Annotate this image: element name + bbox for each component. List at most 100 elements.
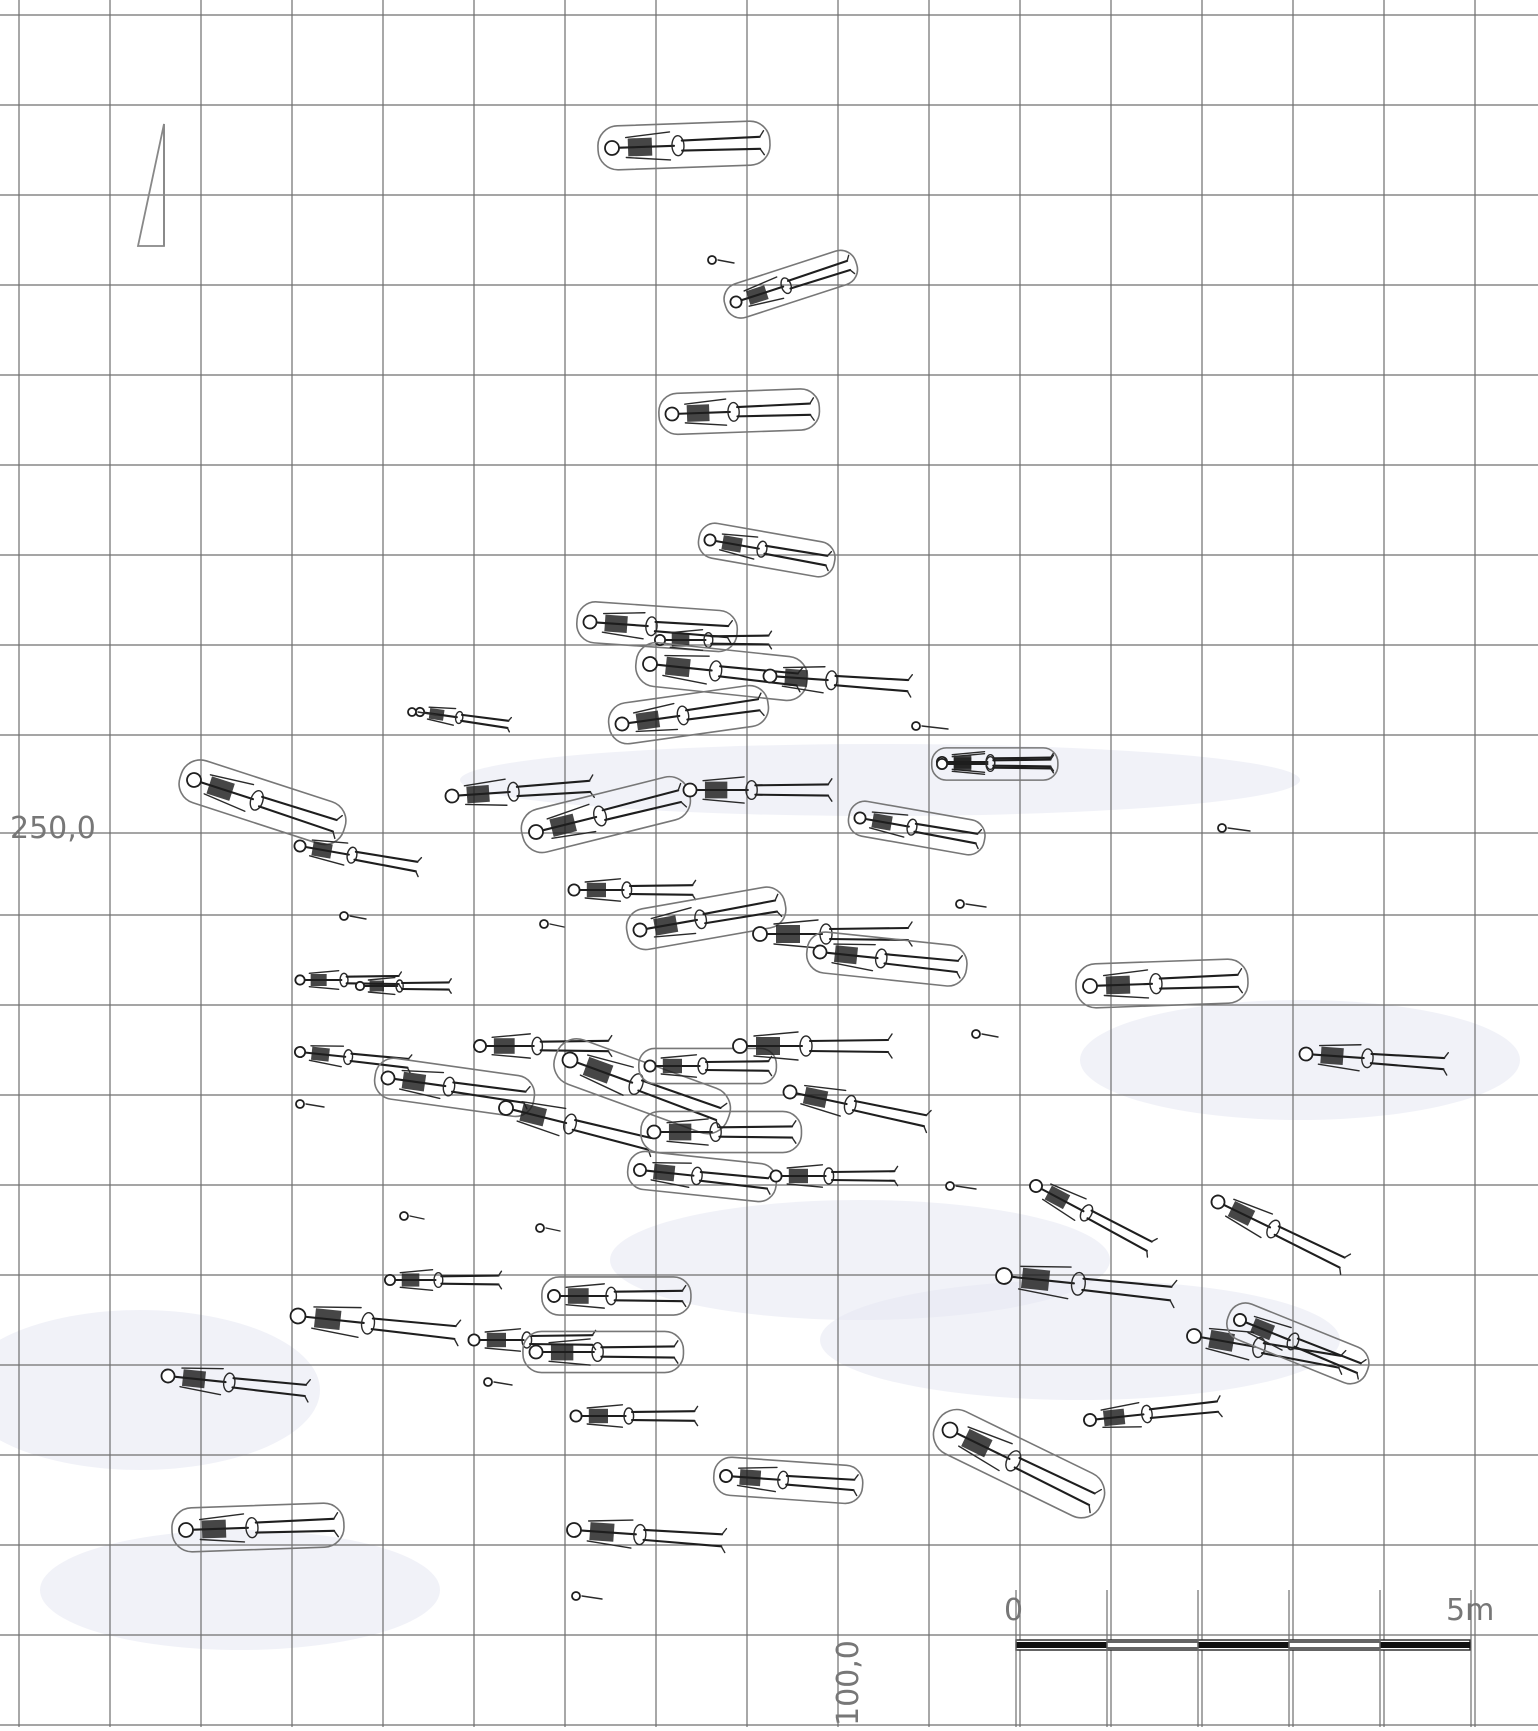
leg-right: [832, 1180, 894, 1181]
ribcage: [402, 1072, 427, 1092]
leg-right: [993, 768, 1050, 769]
skull: [665, 407, 679, 421]
arm-right: [309, 1060, 341, 1066]
skeleton-29: [781, 1078, 932, 1134]
fragment-bone: [718, 260, 734, 263]
skeleton-2: [658, 388, 820, 435]
skeleton-33: [356, 978, 451, 995]
skeleton-28: [641, 1111, 802, 1152]
foot-right: [694, 1421, 697, 1426]
skeleton-9: [415, 703, 512, 733]
bone-fragment-61: [946, 1182, 976, 1190]
ribcage: [954, 757, 972, 770]
fragment-bone: [956, 1186, 976, 1189]
skeleton-24: [733, 1032, 892, 1060]
skull: [1299, 1047, 1313, 1061]
skull: [528, 824, 545, 841]
skeleton-0: [597, 120, 770, 170]
leg-right: [755, 795, 828, 796]
ribcage: [1320, 1047, 1344, 1065]
leg-left: [441, 1276, 498, 1277]
leg-left: [1160, 975, 1238, 979]
leg-right: [711, 644, 768, 645]
skull: [185, 771, 203, 789]
arm-left: [549, 1339, 590, 1343]
leg-left: [719, 1126, 792, 1127]
leg-right: [993, 766, 1050, 767]
ribcage: [589, 1522, 614, 1542]
arm-left: [1101, 1403, 1139, 1410]
ribcage: [628, 138, 653, 157]
skull: [683, 783, 696, 796]
skull: [733, 1039, 747, 1053]
label-coordinate-y: 250,0: [10, 811, 96, 846]
bone-fragment-66: [912, 722, 948, 730]
leg-right: [601, 1357, 674, 1358]
ribcage: [834, 945, 858, 964]
arm-right: [602, 632, 643, 639]
leg-left: [701, 1171, 768, 1179]
pelvis: [843, 1095, 858, 1116]
skull: [179, 1523, 193, 1537]
arm-right: [626, 156, 670, 162]
leg-right: [632, 1420, 694, 1421]
skeleton-5: [655, 630, 772, 651]
leg-left: [755, 784, 828, 785]
skeleton-51: [713, 1456, 864, 1504]
scale-segment-3: [1289, 1642, 1380, 1648]
ribcage: [202, 1520, 227, 1539]
skull: [570, 1410, 581, 1421]
skull: [560, 1050, 579, 1069]
foot-left: [694, 1406, 697, 1411]
skull: [605, 141, 619, 155]
skeleton-45: [289, 1300, 461, 1347]
arm-left: [685, 399, 726, 404]
foot-left: [408, 1055, 411, 1060]
arm-left: [787, 1165, 822, 1168]
foot-left: [908, 674, 912, 680]
arm-right: [662, 675, 706, 684]
skull: [729, 295, 743, 309]
foot-left: [1095, 1488, 1102, 1496]
skeleton-21: [474, 1034, 612, 1058]
ribcage: [739, 1469, 761, 1486]
foot-right: [777, 911, 782, 917]
leg-left: [885, 953, 957, 962]
leg-left: [256, 1519, 334, 1523]
leg-left: [632, 1411, 694, 1412]
foot-right: [415, 871, 419, 876]
leg-left: [1150, 1401, 1217, 1409]
paper-shading: [0, 744, 1520, 1650]
scale-segment-1: [1107, 1642, 1198, 1648]
skull: [1083, 979, 1097, 993]
fragment-skull: [972, 1030, 980, 1038]
skeleton-6: [634, 641, 810, 703]
ribcage: [182, 1369, 206, 1388]
ribcage: [604, 615, 628, 633]
leg-left: [830, 928, 908, 929]
fragment-skull: [956, 900, 964, 908]
foot-right: [407, 1068, 410, 1073]
arm-left: [754, 1032, 798, 1036]
scale-bar: 0 5m: [1004, 1590, 1494, 1727]
skull: [995, 1267, 1012, 1284]
ribcage: [776, 925, 800, 943]
pelvis: [694, 909, 708, 929]
arm-right: [566, 1305, 604, 1308]
foot-right: [888, 1052, 892, 1058]
skull: [356, 982, 364, 990]
skull: [632, 922, 647, 937]
leg-left: [993, 760, 1050, 761]
skeleton-31: [770, 1165, 897, 1187]
foot-right: [850, 269, 855, 275]
foot-left: [526, 1086, 530, 1092]
fragment-bone: [350, 916, 366, 919]
ribcage: [551, 1344, 573, 1361]
foot-left: [456, 1320, 461, 1327]
ribcage: [756, 1037, 780, 1055]
arm-left: [309, 971, 338, 974]
leg-left: [347, 976, 399, 977]
skeleton-53: [566, 1516, 727, 1555]
leg-right: [372, 1329, 455, 1339]
arm-left: [200, 1514, 244, 1520]
